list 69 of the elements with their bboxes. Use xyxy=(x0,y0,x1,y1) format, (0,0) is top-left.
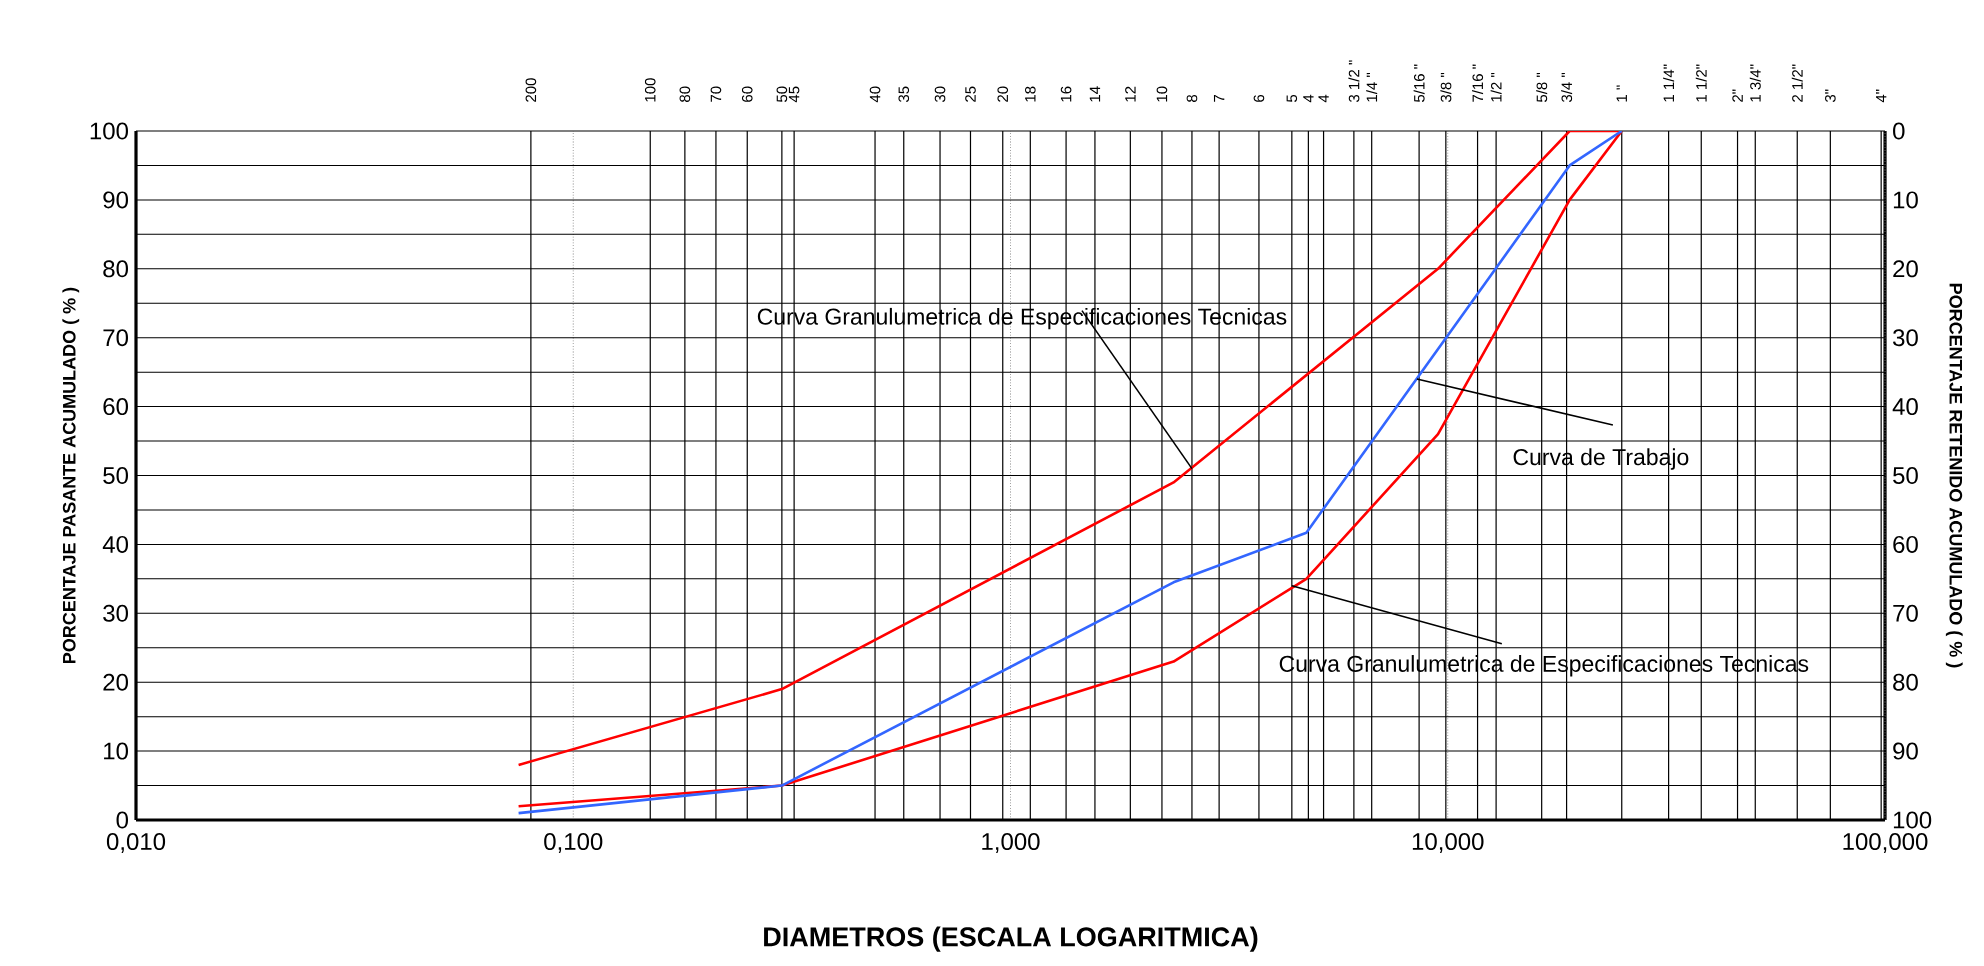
annotation: 8 xyxy=(1186,94,1198,102)
annotation: 5/8 " xyxy=(1536,72,1548,102)
annotation: 7/16 " xyxy=(1472,64,1484,102)
y-tick-label: 50 xyxy=(103,467,129,484)
annotation: 3" xyxy=(1825,89,1836,103)
x-tick-label: 10,000 xyxy=(1412,833,1484,853)
y-tick-label: 40 xyxy=(102,535,129,553)
annotation: 100 xyxy=(644,78,656,102)
x-tick-label: 100,000 xyxy=(1843,833,1928,853)
y-tick-label: 10 xyxy=(104,742,129,760)
y-tick-label: 80 xyxy=(103,260,129,278)
annotation: 30 xyxy=(934,86,946,103)
annotation: 45 xyxy=(788,86,800,103)
annotation: 1/4 " xyxy=(1366,72,1378,102)
annotation: 3 1/2 " xyxy=(1348,60,1360,103)
x-axis-title: DIAMETROS (ESCALA LOGARITMICA) xyxy=(764,926,1258,952)
x-tick-label: 0,010 xyxy=(106,833,166,853)
y2-tick-label: 100 xyxy=(1893,811,1932,829)
y-tick-label: 70 xyxy=(103,329,129,347)
annotation: 80 xyxy=(679,86,691,102)
y2-tick-label: 30 xyxy=(1893,329,1918,347)
y2-tick-label: 20 xyxy=(1893,260,1918,278)
annotation: 3/8 " xyxy=(1440,72,1452,103)
annotation: 4 xyxy=(1318,94,1329,103)
y2-tick-label: 90 xyxy=(1893,742,1918,760)
y-tick-label: 30 xyxy=(103,604,129,622)
annotation: 1 " xyxy=(1616,85,1627,102)
x-tick-label: 0,100 xyxy=(544,833,603,853)
annotation: 12 xyxy=(1125,86,1136,102)
annotation: 5 xyxy=(1286,94,1298,102)
y-tick-label: 100 xyxy=(90,122,128,140)
annotation: 70 xyxy=(710,86,722,102)
y2-tick-label: 50 xyxy=(1893,467,1918,484)
annotation: 1/2 " xyxy=(1490,72,1502,102)
annotation: 18 xyxy=(1025,86,1036,102)
y2-tick-label: 70 xyxy=(1893,604,1918,622)
annotation: 60 xyxy=(741,86,753,102)
y2-axis-title: PORCENTAJE RETENIDO ACUMULADO ( % ) xyxy=(1945,283,1963,668)
annotation: 200 xyxy=(525,78,537,102)
y-tick-label: 90 xyxy=(103,191,129,209)
annotation: 1 1/4" xyxy=(1663,64,1675,102)
annotation: 7 xyxy=(1213,95,1225,102)
annotation: 1 3/4" xyxy=(1749,64,1761,102)
y2-tick-label: 60 xyxy=(1893,535,1918,553)
annotation: 2" xyxy=(1732,89,1743,102)
y2-tick-label: 10 xyxy=(1893,191,1918,209)
annotation: 4" xyxy=(1876,89,1887,103)
annotation: 25 xyxy=(965,86,976,102)
annotation: 16 xyxy=(1060,86,1072,102)
annotation: 1 1/2" xyxy=(1695,64,1707,102)
annotation: 40 xyxy=(869,86,881,103)
annotation: 50 xyxy=(776,86,788,102)
annotation: 2 1/2" xyxy=(1791,64,1803,102)
annotation: 10 xyxy=(1156,86,1168,102)
x-tick-label: 1,000 xyxy=(982,833,1040,853)
annotation: 4 xyxy=(1303,94,1314,103)
y-tick-label: 0 xyxy=(116,811,129,829)
annotation: 3/4 " xyxy=(1561,72,1573,103)
y2-tick-label: 0 xyxy=(1893,122,1905,140)
annotation: 6 xyxy=(1253,94,1265,102)
y-tick-label: 20 xyxy=(103,673,129,691)
y2-tick-label: 40 xyxy=(1892,398,1918,416)
annotation: 20 xyxy=(997,86,1009,102)
y-axis-title: PORCENTAJE PASANTE ACUMULADO ( % ) xyxy=(62,287,80,663)
y2-tick-label: 80 xyxy=(1893,673,1918,691)
annotation: 14 xyxy=(1089,86,1101,102)
y-tick-label: 60 xyxy=(103,398,129,416)
annotation: 35 xyxy=(898,86,910,103)
annotation: 5/16 " xyxy=(1413,64,1425,102)
